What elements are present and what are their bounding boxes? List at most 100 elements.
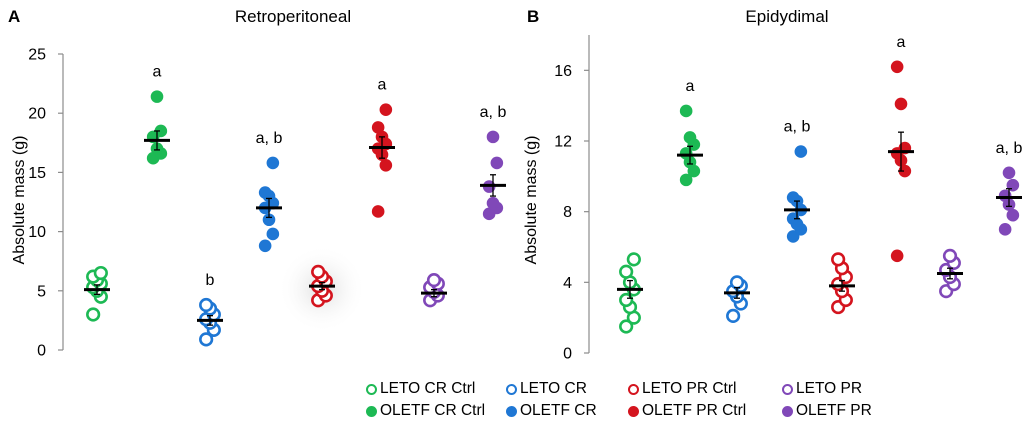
panel-a-point (379, 103, 393, 116)
panel-a-point (311, 264, 326, 279)
panel-b-ytick-label: 12 (554, 134, 572, 151)
panel-a-group-oletf-pr-ctrl: a (369, 77, 395, 218)
panel-a-ylabel: Absolute mass (g) (11, 136, 28, 265)
panel-b: B Epidydimal Absolute mass (g) 0 4 8 12 16 a… (523, 7, 1022, 363)
panel-b-title: Epidydimal (745, 7, 828, 26)
panel-a-ytick-label: 25 (28, 47, 46, 64)
panel-a-point (490, 156, 504, 170)
panel-b-y-ticks: 0 4 8 12 16 (554, 63, 589, 363)
panel-b-point (794, 145, 808, 158)
legend-item-oletf-cr-ctrl: OLETF CR Ctrl (366, 402, 506, 420)
legend-item-leto-pr: LETO PR (782, 380, 862, 398)
legend-marker-leto-pr-ctrl (628, 383, 639, 395)
panel-a-ytick-label: 15 (28, 165, 46, 182)
panel-b-group-oletf-cr-ctrl: a (677, 78, 703, 187)
legend-label-oletf-pr: OLETF PR (796, 402, 872, 419)
panel-a-group-oletf-pr: a, b (480, 104, 507, 221)
legend-item-oletf-pr: OLETF PR (782, 402, 872, 420)
panel-b-point (619, 292, 634, 308)
panel-a-label: A (8, 7, 20, 26)
panel-b-point (942, 248, 958, 263)
panel-b-point (1006, 208, 1020, 222)
legend-marker-oletf-pr-ctrl (628, 405, 639, 417)
panel-a-title: Retroperitoneal (235, 7, 351, 26)
panel-a-group-leto-pr-ctrl (309, 264, 335, 308)
panel-a-significance-label: a, b (480, 104, 507, 121)
panel-a-ytick-label: 10 (28, 224, 46, 241)
panel-a: A Retroperitoneal Absolute mass (g) 0 5 10… (8, 7, 506, 360)
panel-a-ytick-label: 20 (28, 106, 46, 123)
panel-b-point (679, 173, 693, 187)
legend-marker-oletf-pr (782, 405, 793, 417)
panel-b-group-leto-pr-ctrl (829, 252, 855, 315)
panel-b-ytick-label: 8 (563, 204, 572, 221)
panel-a-point (266, 156, 280, 170)
panel-b-significance-label: a, b (996, 140, 1022, 157)
legend-row-oletf: OLETF CR Ctrl OLETF CR OLETF PR Ctrl OLE… (366, 400, 886, 422)
panel-a-point (426, 273, 442, 288)
panel-a-point (371, 205, 385, 218)
panel-b-significance-label: a, b (784, 119, 811, 136)
panel-a-ytick-label: 5 (37, 283, 46, 300)
legend-marker-leto-cr-ctrl (366, 383, 377, 395)
legend-item-leto-cr: LETO CR (506, 380, 628, 398)
panel-a-point (258, 239, 272, 253)
panel-b-ytick-label: 0 (563, 346, 572, 363)
legend-marker-leto-cr (506, 383, 517, 395)
legend-label-leto-cr: LETO CR (520, 380, 587, 397)
panel-a-ytick-label: 0 (37, 343, 46, 360)
legend-item-oletf-pr-ctrl: OLETF PR Ctrl (628, 402, 782, 420)
panel-b-point (626, 252, 641, 267)
panel-b-point (831, 252, 846, 267)
panel-b-group-leto-pr (937, 248, 963, 299)
panel-a-point (199, 332, 214, 347)
panel-a-y-ticks: 0 5 10 15 20 25 (28, 47, 63, 360)
panel-b-point (729, 275, 745, 290)
panel-b-ytick-label: 16 (554, 63, 572, 80)
panel-a-point (486, 196, 500, 210)
panel-a-group-oletf-cr-ctrl: a (144, 64, 170, 165)
panel-b-significance-label: a (686, 78, 695, 95)
panel-b-point (894, 97, 908, 111)
panel-a-point (371, 121, 385, 134)
legend-item-leto-pr-ctrl: LETO PR Ctrl (628, 380, 782, 398)
panel-b-ylabel: Absolute mass (g) (523, 136, 540, 265)
panel-b-point (786, 230, 800, 243)
panel-a-point (86, 307, 101, 322)
panel-a-point (93, 265, 108, 281)
panel-a-point (266, 227, 280, 241)
panel-b-point (890, 249, 904, 263)
legend-row-leto: LETO CR Ctrl LETO CR LETO PR Ctrl LETO P… (366, 378, 886, 400)
panel-a-point (379, 158, 393, 172)
panel-a-group-leto-cr-ctrl (84, 265, 110, 322)
panel-a-significance-label: a (153, 64, 162, 81)
panel-a-significance-label: a, b (256, 130, 283, 147)
panel-b-point (619, 319, 634, 334)
legend-label-oletf-cr-ctrl: OLETF CR Ctrl (380, 402, 486, 419)
panel-a-point (199, 297, 214, 313)
panel-a-group-oletf-cr: a, b (256, 130, 283, 253)
panel-b-group-leto-cr (724, 275, 750, 324)
panel-b-point (679, 104, 693, 118)
panel-b-group-oletf-pr: a, b (996, 140, 1022, 236)
panel-a-group-leto-pr (421, 273, 447, 308)
panel-b-point (683, 131, 697, 144)
legend-item-oletf-cr: OLETF CR (506, 402, 628, 420)
panel-a-plot: a b a, b a a, b (84, 64, 507, 347)
panel-b-point (890, 60, 904, 74)
panel-b-ytick-label: 4 (563, 275, 572, 292)
legend: LETO CR Ctrl LETO CR LETO PR Ctrl LETO P… (366, 378, 886, 422)
legend-label-oletf-pr-ctrl: OLETF PR Ctrl (642, 402, 747, 419)
panel-a-significance-label: a (378, 77, 387, 94)
legend-label-leto-pr-ctrl: LETO PR Ctrl (642, 380, 737, 397)
legend-marker-oletf-cr-ctrl (366, 405, 377, 417)
panel-b-label: B (527, 7, 539, 26)
panel-a-point (150, 90, 164, 103)
panel-b-point (619, 264, 634, 279)
legend-label-leto-cr-ctrl: LETO CR Ctrl (380, 380, 476, 397)
panel-a-point (486, 130, 500, 144)
panel-b-group-leto-cr-ctrl (617, 252, 643, 334)
panel-a-point (258, 186, 272, 199)
panel-b-point (726, 308, 741, 324)
